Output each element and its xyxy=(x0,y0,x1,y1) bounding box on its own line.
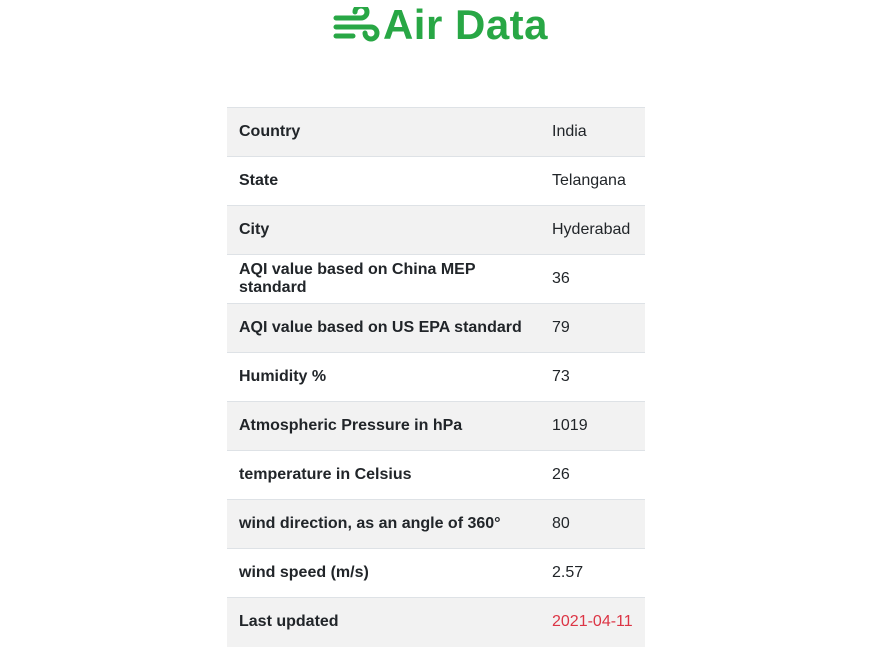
row-value: 1019 xyxy=(552,417,588,434)
row-label: City xyxy=(239,221,270,238)
table-row: wind speed (m/s) 2.57 xyxy=(227,548,645,598)
table-row: Country India xyxy=(227,107,645,157)
row-value: Telangana xyxy=(552,172,626,189)
row-label: wind speed (m/s) xyxy=(239,564,369,581)
page-header: Air Data xyxy=(0,0,891,50)
row-value: Hyderabad xyxy=(552,221,631,238)
row-label: Country xyxy=(239,123,301,140)
row-label: AQI value based on US EPA standard xyxy=(239,319,522,336)
table-row: Atmospheric Pressure in hPa 1019 xyxy=(227,401,645,451)
table-row: wind direction, as an angle of 360° 80 xyxy=(227,499,645,549)
row-value: 73 xyxy=(552,368,570,385)
row-value: 80 xyxy=(552,515,570,532)
table-row: City Hyderabad xyxy=(227,205,645,255)
row-value: 26 xyxy=(552,466,570,483)
row-label: Last updated xyxy=(239,613,339,631)
wind-icon xyxy=(333,7,380,42)
last-updated-value: 2021-04-11 xyxy=(552,613,633,631)
row-label: temperature in Celsius xyxy=(239,466,412,483)
table-row: Humidity % 73 xyxy=(227,352,645,402)
row-value: 2.57 xyxy=(552,564,584,581)
row-value: 79 xyxy=(552,319,570,336)
table-row: Last updated 2021-04-11 xyxy=(227,597,645,647)
row-label: State xyxy=(239,172,279,189)
air-data-table: Country India State Telangana City Hyder… xyxy=(227,107,645,647)
page-title: Air Data xyxy=(382,1,549,48)
row-label: wind direction, as an angle of 360° xyxy=(239,515,501,532)
row-value: India xyxy=(552,123,587,140)
table-row: State Telangana xyxy=(227,156,645,206)
table-row: AQI value based on China MEP standard 36 xyxy=(227,254,645,304)
table-row: temperature in Celsius 26 xyxy=(227,450,645,500)
row-label: Humidity % xyxy=(239,368,327,385)
row-value: 36 xyxy=(552,270,570,287)
table-row: AQI value based on US EPA standard 79 xyxy=(227,303,645,353)
row-label: AQI value based on China MEP standard xyxy=(239,261,476,296)
title-wrap: Air Data xyxy=(333,4,548,46)
row-label: Atmospheric Pressure in hPa xyxy=(239,417,463,434)
